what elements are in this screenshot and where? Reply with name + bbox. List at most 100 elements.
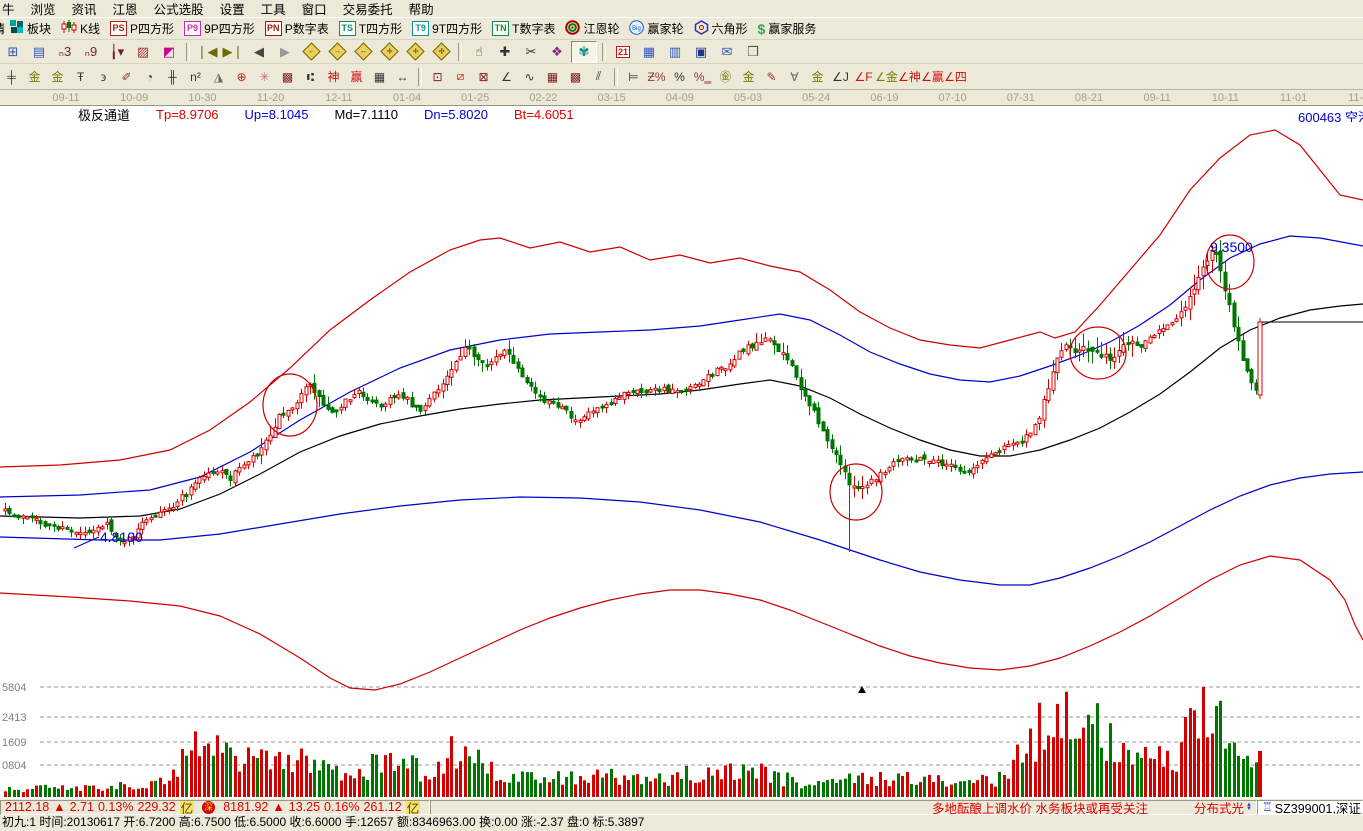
quote-list-icon[interactable]: ▤ xyxy=(32,43,46,59)
tool-circle-cross-icon[interactable]: ⊕ xyxy=(236,69,247,84)
tool-angle-ying-icon[interactable]: ∠赢 xyxy=(921,70,944,84)
prev-icon[interactable]: ◀ xyxy=(254,43,264,59)
formula-icon[interactable]: ▨ xyxy=(136,43,150,59)
tool-angle-shen-icon[interactable]: ∠神 xyxy=(898,70,921,84)
tool-scale-icon[interactable]: ⊨ xyxy=(628,69,639,84)
diamond-right-icon[interactable]: → xyxy=(325,42,349,62)
candlestick-chart[interactable]: 5804 2413 1609 0804 9.3500 4.8100 xyxy=(0,122,1363,798)
tool-parallel-icon[interactable]: ⫽ xyxy=(595,69,602,83)
tool-gold-2-icon[interactable]: 金 xyxy=(51,70,64,84)
tool-zpct-icon[interactable]: Ƶ% xyxy=(647,69,666,84)
tool-gold-circle-icon[interactable]: ㊎ xyxy=(719,70,732,84)
calculator-icon[interactable]: ▦ xyxy=(642,43,656,59)
diamond-all-icon[interactable]: ✣ xyxy=(429,42,453,62)
tool-pen-icon[interactable]: ✐ xyxy=(121,69,132,84)
feature-sectors-button[interactable]: 板块 xyxy=(5,20,56,37)
tool-h-quote-icon[interactable]: ⑆ xyxy=(306,69,315,84)
tool-spiral-icon[interactable]: ϶ xyxy=(100,69,107,84)
feature-t-square-button[interactable]: TS T四方形 xyxy=(334,20,407,37)
feature-gann-wheel-button[interactable]: 江恩轮 xyxy=(560,19,624,38)
feature-p-square-button[interactable]: PS P四方形 xyxy=(105,20,179,37)
diamond-vspan-icon[interactable]: ✢ xyxy=(403,42,427,62)
tool-percent-icon[interactable]: % xyxy=(674,69,685,84)
crosshair-icon[interactable]: ✚ xyxy=(499,43,511,59)
tool-cross-icon[interactable]: ╪ xyxy=(7,69,16,84)
brain-icon[interactable]: ✾ xyxy=(571,40,597,63)
feature-9p-square-button[interactable]: P9 9P四方形 xyxy=(179,20,260,37)
export-icon[interactable]: ✉ xyxy=(721,43,733,59)
tool-angle-si-icon[interactable]: ∠四 xyxy=(944,70,967,84)
tool-angles-icon[interactable]: ∠ xyxy=(501,69,512,84)
tool-ying-icon[interactable]: 赢 xyxy=(350,70,363,84)
feature-winner-service-button[interactable]: $ 赢家服务 xyxy=(753,20,822,37)
tool-pct-lines-icon[interactable]: %‗ xyxy=(693,69,712,84)
ticker-spin-control[interactable]: ▲ ▼ xyxy=(1246,802,1252,812)
hand-icon[interactable]: ☝ xyxy=(475,43,483,59)
tool-span-icon[interactable]: ↔ xyxy=(396,69,409,84)
tool-clock-icon[interactable]: ◔ xyxy=(145,69,154,84)
tool-angle-f-icon[interactable]: ∠F xyxy=(854,69,873,84)
diamond-left-icon[interactable]: ← xyxy=(299,42,323,62)
skip-last-icon[interactable]: ▶❘ xyxy=(222,43,244,59)
next-icon[interactable]: ▶ xyxy=(280,43,290,59)
chart-area[interactable]: 5804 2413 1609 0804 9.3500 4.8100 xyxy=(0,122,1363,798)
tag-icon[interactable]: ❖ xyxy=(551,43,563,59)
tool-box-icon[interactable]: ⊡ xyxy=(432,69,443,84)
index1-unit: 亿 xyxy=(179,800,195,814)
skip-first-icon[interactable]: ❘◀ xyxy=(196,43,218,59)
menu-item-4[interactable]: 公式选股 xyxy=(153,3,204,17)
feature-hexagon-button[interactable]: 六角形 xyxy=(689,19,753,38)
tool-fan-icon[interactable]: ⧄ xyxy=(456,69,465,83)
tool-grid-b-icon[interactable]: ▩ xyxy=(569,69,582,84)
bars-3-icon[interactable]: ₙ3 xyxy=(58,43,72,59)
tool-ticks-icon[interactable]: ╫ xyxy=(168,69,177,84)
network-icon[interactable]: ⊞ xyxy=(7,43,19,59)
tool-gold-1-icon[interactable]: 金 xyxy=(28,70,41,84)
tool-star-icon[interactable]: ✳ xyxy=(259,69,270,84)
histogram-icon[interactable]: ◩ xyxy=(162,43,176,59)
tool-angle-j-icon[interactable]: ∠J xyxy=(832,69,849,84)
tool-marker-pen-icon[interactable]: ✎ xyxy=(766,69,777,84)
candle-style-icon[interactable]: ╽▾ xyxy=(109,43,125,59)
save-icon[interactable]: ▣ xyxy=(694,43,708,59)
tool-angle-gold-icon[interactable]: ∠金 xyxy=(875,70,898,84)
calendar-icon[interactable]: 21 xyxy=(615,45,630,58)
tool-shen-icon[interactable]: 神 xyxy=(327,70,340,84)
menu-item-3[interactable]: 江恩 xyxy=(112,3,138,17)
menu-item-9[interactable]: 帮助 xyxy=(408,3,434,17)
tool-gold-lines-icon[interactable]: 金 xyxy=(742,70,755,84)
tool-zigzag-icon[interactable]: ∿ xyxy=(524,69,535,84)
gann-wheel-label: 江恩轮 xyxy=(583,22,620,36)
tool-wave-icon[interactable]: ∀ xyxy=(790,69,799,84)
feature-p-number-button[interactable]: PN P数字表 xyxy=(260,20,334,37)
menu-item-8[interactable]: 交易委托 xyxy=(342,3,393,17)
tool-grid-123-icon[interactable]: ▦ xyxy=(373,69,386,84)
9p-square-badge-icon: P9 xyxy=(184,21,202,36)
cut-icon[interactable]: ✂ xyxy=(525,43,537,59)
tool-gold-underline-icon[interactable]: 金 xyxy=(811,70,824,84)
diamond-hspan-icon[interactable]: ↔ xyxy=(351,42,375,62)
tool-f-line-icon[interactable]: Ŧ xyxy=(76,69,85,84)
feature-9t-square-button[interactable]: T9 9T四方形 xyxy=(407,20,487,37)
menu-item-1[interactable]: 浏览 xyxy=(30,3,56,17)
tool-gann-grid-icon[interactable]: ▩ xyxy=(281,69,294,84)
menu-item-6[interactable]: 工具 xyxy=(260,3,286,17)
tool-angle-icon[interactable]: ◮ xyxy=(213,69,224,84)
feature-kline-button[interactable]: K线 xyxy=(56,20,105,37)
menu-item-0[interactable]: 牛 xyxy=(2,3,15,17)
tool-grid-a-icon[interactable]: ▦ xyxy=(546,69,559,84)
notes-icon[interactable]: ▥ xyxy=(668,43,682,59)
print-icon[interactable]: ❒ xyxy=(747,43,759,59)
menu-item-5[interactable]: 设置 xyxy=(219,3,245,17)
feature-toolbar: 情板块K线PSP四方形P99P四方形PNP数字表TST四方形T99T四方形TNT… xyxy=(0,18,1363,40)
diamond-up-icon[interactable]: ✛ xyxy=(377,42,401,62)
feature-t-number-button[interactable]: TN T数字表 xyxy=(487,20,560,37)
toolbar-separator xyxy=(418,67,422,86)
menu-item-2[interactable]: 资讯 xyxy=(71,3,97,17)
tool-n2-icon[interactable]: n² xyxy=(190,69,201,84)
tool-gann-box-icon[interactable]: ⊠ xyxy=(478,69,489,84)
menu-item-7[interactable]: 窗口 xyxy=(301,3,327,17)
feature-winner-wheel-button[interactable]: Big 赢家轮 xyxy=(624,19,688,38)
bars-9-icon[interactable]: ₙ9 xyxy=(84,43,98,59)
